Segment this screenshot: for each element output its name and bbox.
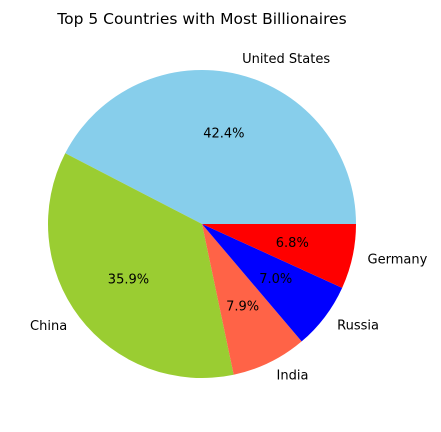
pie-slice-russia: [202, 224, 343, 342]
slice-percent-germany: 6.8%: [276, 236, 309, 251]
pie-slice-india: [202, 224, 302, 375]
pie-slice-united-states: [65, 70, 356, 224]
slice-percent-india: 7.9%: [226, 299, 259, 314]
slice-label-united-states: United States: [242, 52, 330, 67]
slice-percent-china: 35.9%: [108, 272, 149, 287]
slice-label-russia: Russia: [337, 319, 379, 334]
slice-label-china: China: [30, 319, 67, 334]
pie-labels: United States 42.4% China 35.9% India 7.9% Rus…: [30, 52, 428, 384]
pie-slice-germany: [202, 224, 356, 288]
pie-slices: [48, 70, 356, 378]
slice-label-germany: Germany: [368, 252, 428, 267]
slice-percent-united-states: 42.4%: [203, 127, 244, 142]
slice-percent-russia: 7.0%: [259, 272, 292, 287]
slice-label-india: India: [277, 369, 309, 384]
pie-slice-china: [48, 153, 234, 378]
chart-title: Top 5 Countries with Most Billionaires: [56, 10, 346, 28]
